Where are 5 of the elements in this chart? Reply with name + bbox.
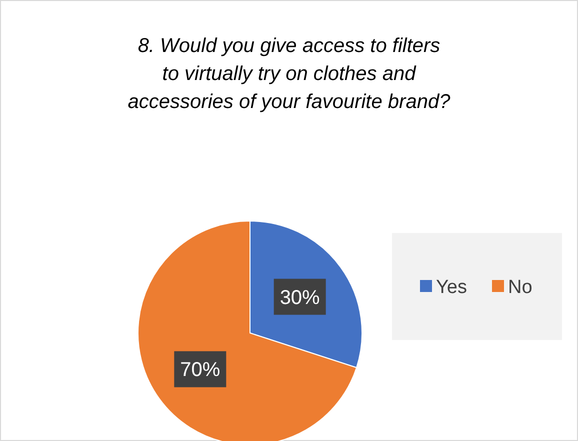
legend-label: No <box>508 277 532 298</box>
data-label: 70% <box>180 359 220 382</box>
chart-title: 8. Would you give access to filters to virtually try on clothes and accessories of your favourite brand? <box>128 35 452 113</box>
data-label: 30% <box>280 286 320 309</box>
legend-label: Yes <box>436 277 467 298</box>
